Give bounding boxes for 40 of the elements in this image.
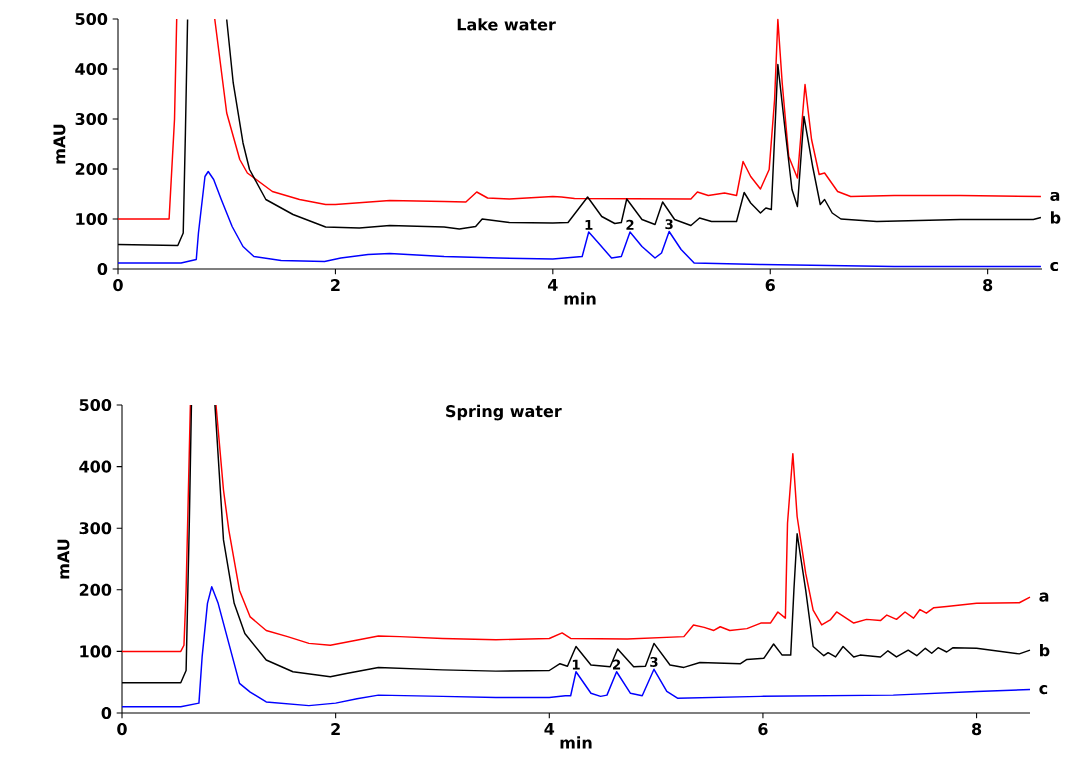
y-tick-label: 300 (75, 112, 108, 126)
y-tick-label: 500 (75, 12, 108, 26)
x-tick-label: 6 (758, 723, 768, 736)
x-tick-label: 4 (544, 723, 555, 735)
y-tick-label: 400 (75, 62, 108, 76)
x-tick-label: 2 (331, 723, 340, 735)
y-tick-label: 0 (101, 706, 112, 720)
series-label: c (1050, 261, 1059, 272)
y-tick-label: 0 (97, 262, 108, 276)
y-tick-label: 200 (75, 162, 108, 176)
series-label: c (1039, 685, 1048, 695)
chart-title: Lake water (457, 18, 556, 31)
series-label: a (1050, 191, 1060, 202)
annotation: 1 (585, 220, 593, 230)
series-label: b (1040, 643, 1050, 657)
x-tick-label: 8 (983, 279, 993, 292)
annotation: 1 (572, 659, 580, 670)
y-tick-label: 400 (79, 460, 112, 473)
y-tick-label: 500 (79, 398, 112, 412)
x-tick-label: 6 (765, 279, 775, 292)
x-axis-title: min (560, 736, 592, 749)
series-label: b (1050, 211, 1061, 224)
y-tick-label: 300 (79, 522, 112, 535)
chart-title: Spring water (446, 404, 562, 421)
series-label: a (1039, 592, 1049, 602)
y-tick-label: 200 (79, 583, 112, 596)
x-tick-label: 8 (972, 723, 982, 736)
y-tick-label: 100 (80, 645, 112, 658)
x-tick-label: 0 (113, 279, 123, 292)
y-axis-title: mAU (53, 124, 66, 164)
annotation: 3 (665, 219, 673, 230)
x-tick-label: 4 (547, 279, 558, 291)
y-tick-label: 100 (76, 212, 108, 226)
x-tick-label: 2 (331, 279, 340, 291)
x-tick-label: 0 (117, 723, 127, 736)
annotation: 2 (613, 659, 621, 670)
annotation: 3 (650, 656, 658, 667)
x-axis-title: min (564, 292, 596, 305)
y-axis-title: mAU (57, 539, 70, 579)
annotation: 2 (626, 219, 634, 230)
